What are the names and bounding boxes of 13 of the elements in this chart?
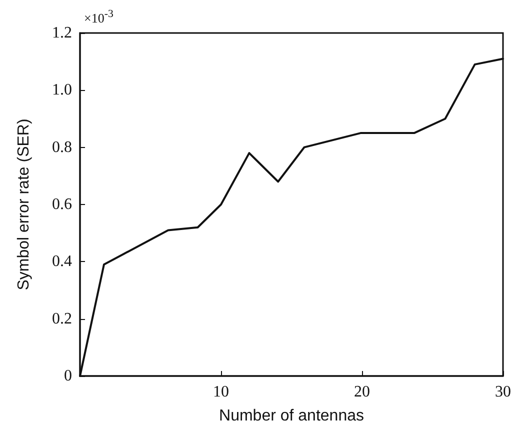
text: ×10$^{-3}$ <box>84 8 114 26</box>
y-axis-title: Symbol error rate (SER) <box>16 118 32 290</box>
x-tick-label: 30 <box>495 384 511 400</box>
y-tick-label: 0.6 <box>52 196 72 213</box>
y-tick-label: 0.2 <box>52 310 72 328</box>
y-tick-label: 0.4 <box>52 253 72 270</box>
y-tick-label: 0.8 <box>52 138 72 156</box>
x-tick-label: 20 <box>354 384 370 400</box>
x-tick-label: 10 <box>213 384 229 400</box>
y-tick-label: 0 <box>64 368 72 384</box>
y-tick-label: 1.0 <box>52 82 72 99</box>
x-axis-title: Number of antennas <box>219 408 364 424</box>
y-tick-label: 1.2 <box>52 24 72 42</box>
